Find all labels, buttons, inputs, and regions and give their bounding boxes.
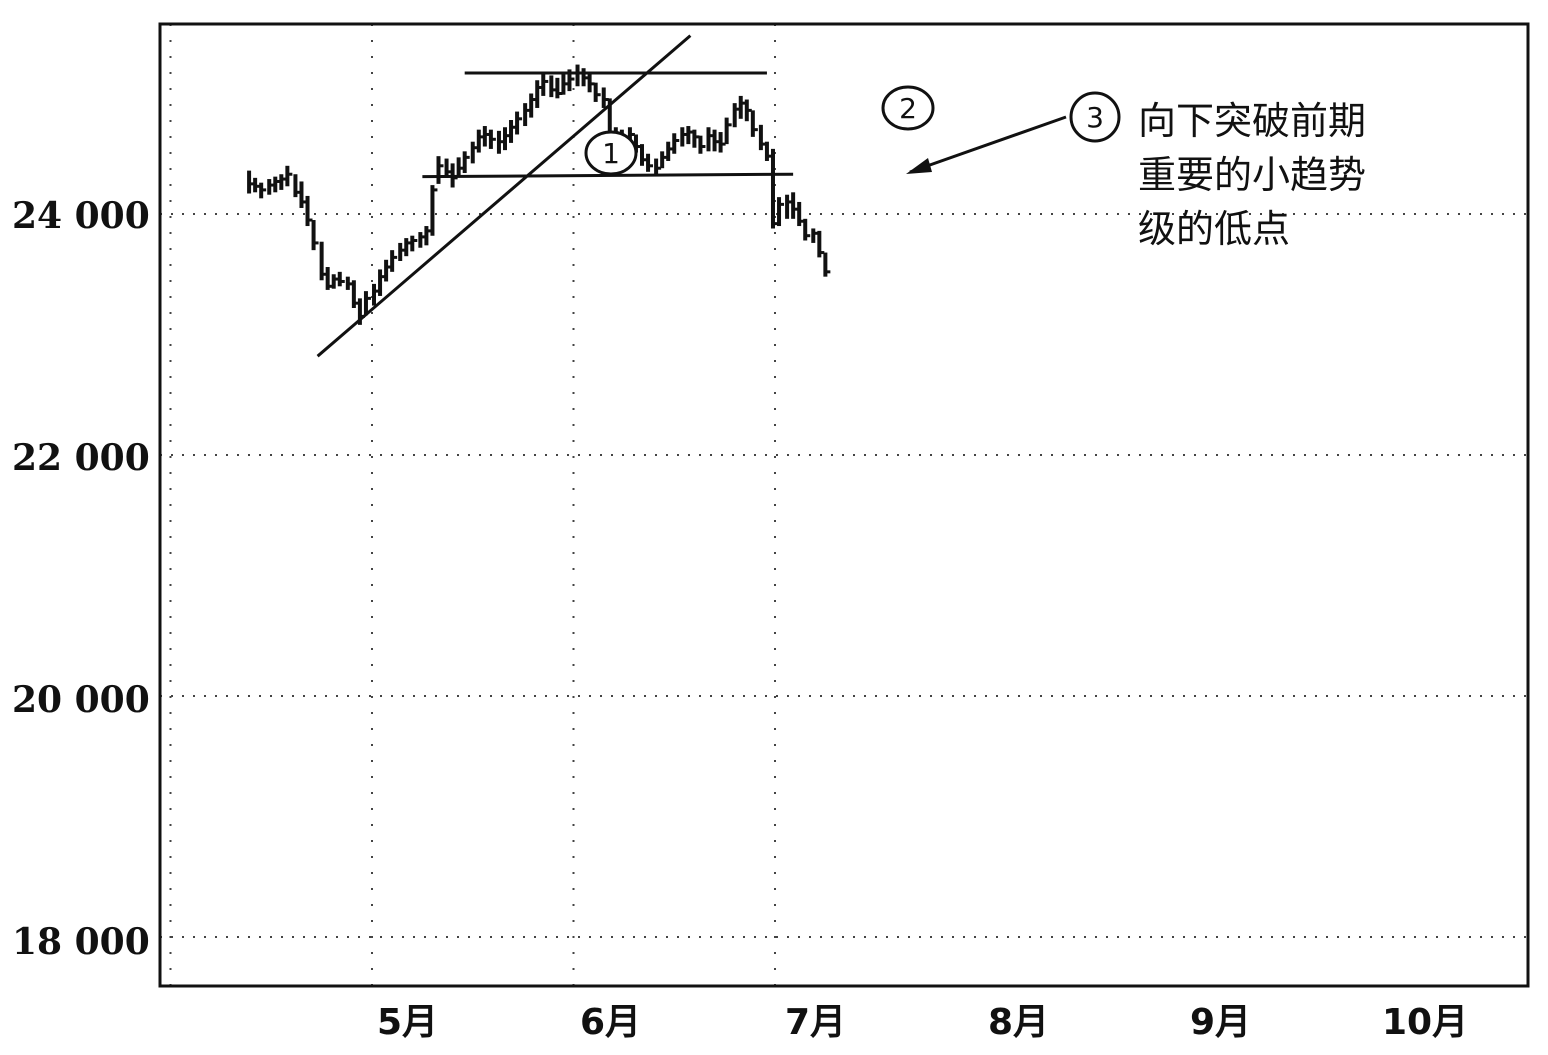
price-bar [803, 218, 811, 241]
trendline-uptrend [316, 34, 692, 358]
price-bar [285, 165, 293, 187]
marker-3-text-line2: 重要的小趋势 [1138, 153, 1366, 197]
y-tick-label-24000: 24 000 [12, 195, 150, 237]
price-bar [541, 71, 549, 96]
price-bar [337, 271, 345, 287]
y-tick-label-20000: 20 000 [12, 679, 150, 721]
x-tick-label-aug: 8月 [988, 1002, 1049, 1043]
x-axis: 5月 6月 7月 8月 9月 10月 [377, 1002, 1468, 1043]
x-tick-label-jun: 6月 [580, 1002, 641, 1043]
y-axis: 24 000 22 000 20 000 18 000 [12, 195, 150, 963]
arrowhead-icon [906, 158, 932, 174]
y-tick-label-18000: 18 000 [12, 921, 150, 963]
x-tick-label-may: 5月 [377, 1002, 438, 1043]
marker-1-label: 1 [602, 137, 620, 170]
marker-3-text-line1: 向下突破前期 [1138, 99, 1366, 143]
price-bar [311, 220, 319, 251]
marker-2-label: 2 [899, 92, 917, 125]
price-bar [515, 111, 523, 135]
plot-frame [158, 22, 1530, 988]
marker-3-text-line3: 级的低点 [1138, 207, 1290, 251]
marker-3-label: 3 [1086, 101, 1104, 134]
price-bar [436, 156, 444, 184]
price-bar [672, 133, 680, 154]
marker-1: 1 [584, 130, 638, 176]
price-bars [247, 64, 831, 325]
trendline-support [422, 172, 794, 179]
marker-3: 3 向下突破前期 重要的小趋势 级的低点 [906, 91, 1366, 251]
price-bar [724, 117, 732, 145]
price-bar [410, 235, 418, 252]
price-bar [750, 110, 758, 137]
trendlines [316, 34, 794, 358]
marker-2: 2 [881, 85, 935, 131]
marker-3-arrow [909, 115, 1067, 174]
price-bar [777, 197, 785, 227]
price-bar [488, 129, 496, 149]
price-bar [462, 151, 470, 174]
price-bar [259, 182, 267, 199]
x-tick-label-jul: 7月 [785, 1002, 846, 1043]
price-bar [363, 291, 371, 316]
price-bar [698, 135, 706, 154]
x-tick-label-oct: 10月 [1382, 1002, 1468, 1043]
price-bar [430, 185, 438, 236]
price-bar [823, 252, 831, 277]
price-bar [390, 250, 398, 272]
grid [160, 24, 1528, 986]
price-bar [593, 82, 601, 102]
annotations: 1 2 3 向下突破前期 重要的小趋势 级的低点 [584, 85, 1366, 251]
y-tick-label-22000: 22 000 [12, 437, 150, 479]
x-tick-label-sep: 9月 [1190, 1002, 1251, 1043]
price-bar [646, 153, 654, 172]
